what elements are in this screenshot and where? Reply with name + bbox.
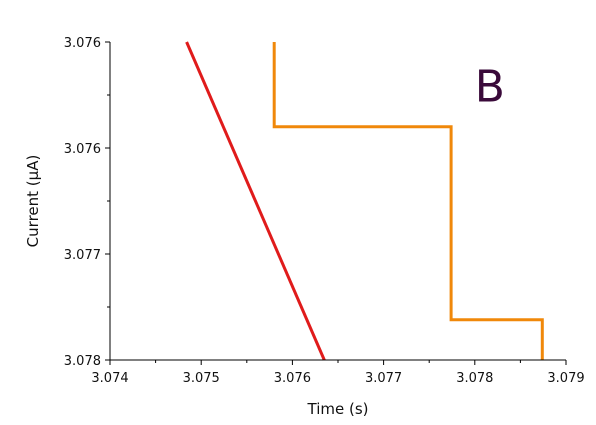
y-tick-label: 3.076 <box>64 142 101 157</box>
series-line-1 <box>185 41 326 361</box>
annotations: B <box>475 61 505 112</box>
x-axis-ticks: 3.074 3.075 3.076 3.077 3.078 3.079 <box>91 360 585 386</box>
x-tick-label: 3.074 <box>91 371 128 386</box>
y-tick-label: 3.076 <box>64 36 101 51</box>
x-axis-label: Time (s) <box>307 400 369 418</box>
x-tick-label: 3.078 <box>456 371 493 386</box>
x-tick-label: 3.076 <box>274 371 311 386</box>
x-tick-label: 3.075 <box>183 371 220 386</box>
y-tick-label: 3.078 <box>64 354 101 369</box>
series-line-2 <box>272 42 544 360</box>
y-tick-label: 3.077 <box>64 248 101 263</box>
y-axis-ticks: 3.076 3.076 3.077 3.078 <box>64 36 110 369</box>
x-tick-label: 3.079 <box>547 371 584 386</box>
annotation-label: B <box>475 61 505 112</box>
x-tick-label: 3.077 <box>365 371 402 386</box>
plot-area <box>185 41 544 361</box>
y-axis-label: Current (μA) <box>24 155 42 248</box>
